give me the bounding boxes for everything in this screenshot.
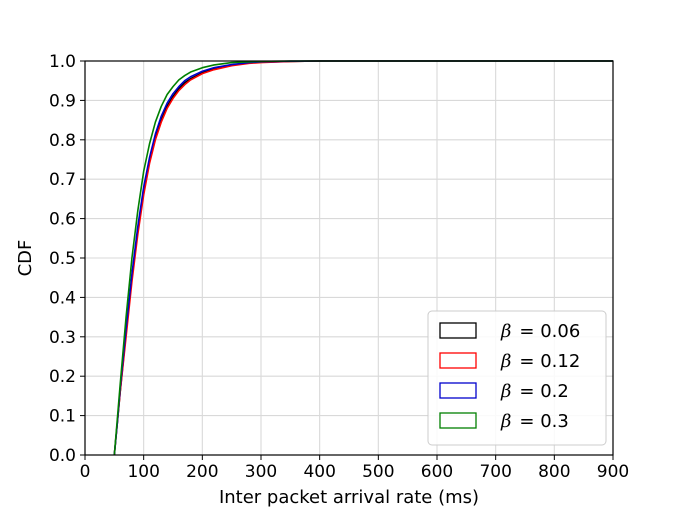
y-tick-label: 0.8 (49, 131, 76, 151)
legend-beta-symbol: β (500, 321, 511, 342)
legend-value: = 0.12 (519, 351, 580, 372)
y-tick-label: 0.7 (49, 170, 76, 190)
x-tick-label: 500 (362, 462, 394, 482)
x-tick-label: 600 (421, 462, 453, 482)
y-tick-label: 0.2 (49, 367, 76, 387)
y-tick-label: 0.4 (49, 288, 76, 308)
y-tick-label: 1.0 (49, 52, 76, 72)
x-tick-label: 700 (479, 462, 511, 482)
axis-ticks: 0 100 200 300 400 500 600 700 800 900 0.0 0.1 0.2 0.3… (49, 52, 629, 482)
x-tick-label: 100 (127, 462, 159, 482)
x-axis-title: Inter packet arrival rate (ms) (219, 487, 479, 508)
y-tick-label: 0.3 (49, 328, 76, 348)
x-tick-label: 300 (245, 462, 277, 482)
legend-beta-symbol: β (500, 381, 511, 402)
legend-swatch (439, 352, 477, 369)
y-axis-title: CDF (15, 240, 36, 277)
legend-entry-label: β = 0.12 (500, 351, 580, 372)
y-tick-label: 0.9 (49, 91, 76, 111)
legend: β = 0.06 β = 0.12 β = 0.2 β = 0.3 (427, 310, 607, 446)
legend-swatch (439, 322, 477, 339)
legend-value: = 0.06 (519, 321, 580, 342)
legend-beta-symbol: β (500, 411, 511, 432)
legend-swatch (439, 412, 477, 429)
legend-box (427, 310, 607, 446)
legend-entry-label: β = 0.2 (500, 381, 569, 402)
y-tick-label: 0.6 (49, 210, 76, 230)
legend-entry-label: β = 0.3 (500, 411, 569, 432)
legend-value: = 0.3 (519, 411, 568, 432)
x-tick-label: 200 (186, 462, 218, 482)
legend-beta-symbol: β (500, 351, 511, 372)
y-tick-label: 0.1 (49, 407, 76, 427)
y-tick-label: 0.5 (49, 249, 76, 269)
y-tick-label: 0.0 (49, 446, 76, 466)
x-tick-label: 900 (597, 462, 629, 482)
legend-value: = 0.2 (519, 381, 568, 402)
x-tick-label: 0 (80, 462, 91, 482)
legend-swatch (439, 382, 477, 399)
legend-entry-label: β = 0.06 (500, 321, 580, 342)
x-tick-label: 400 (303, 462, 335, 482)
x-tick-label: 800 (538, 462, 570, 482)
